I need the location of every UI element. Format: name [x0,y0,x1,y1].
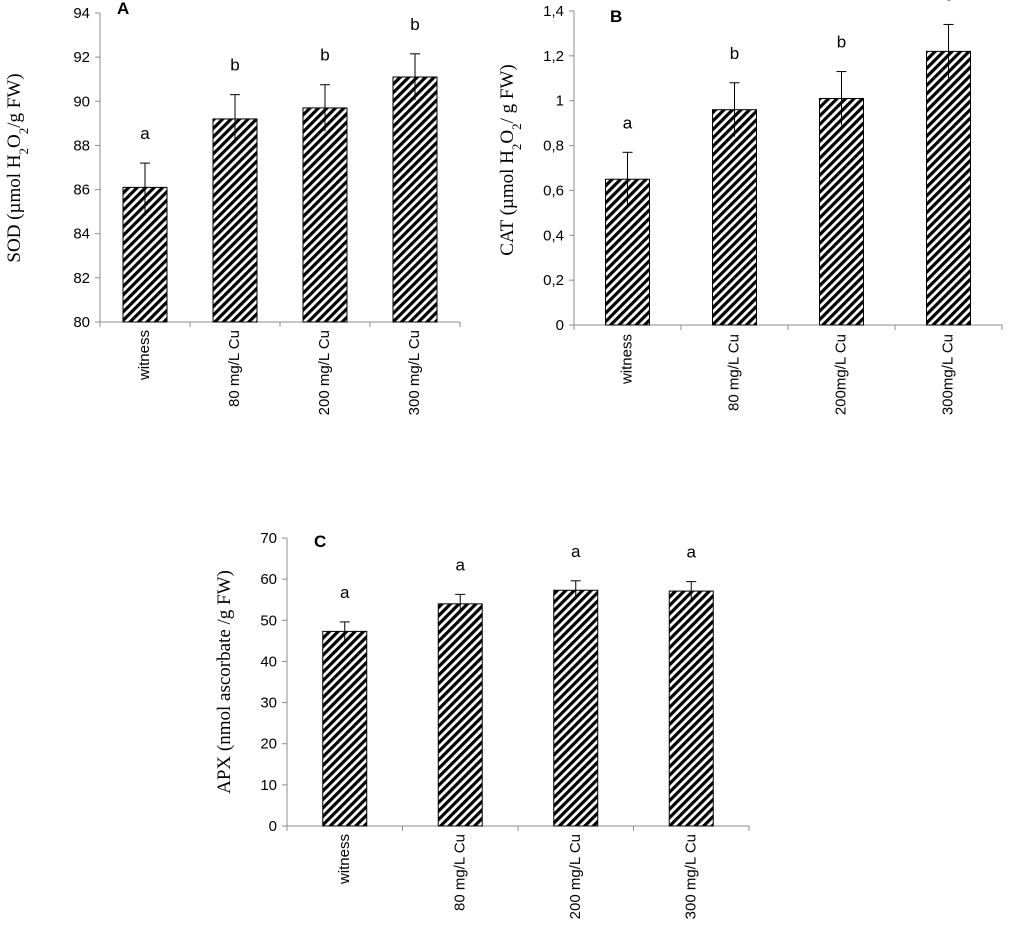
y-tick-label: 30 [260,695,277,712]
bar [212,118,258,323]
y-tick-label: 40 [260,653,277,670]
significance-label: c [944,0,953,4]
bar [322,630,368,827]
y-tick-label: 0,8 [543,138,564,155]
category-label: 200 mg/L Cu [316,330,333,415]
panel-label: A [117,0,129,18]
bar [926,50,971,326]
significance-label: a [340,583,350,602]
y-tick-label: 10 [260,777,277,794]
category-label: witness [136,330,153,381]
panel-label: B [610,7,622,26]
bar [819,97,864,326]
category-label: 200mg/L Cu [833,334,850,415]
significance-label: a [571,542,581,561]
bar [553,589,599,827]
bar [712,109,757,326]
significance-label: b [837,33,846,52]
significance-label: b [230,56,239,75]
y-tick-label: 0 [269,818,277,835]
y-tick-label: 1,2 [543,48,564,65]
chart-panel-b: 0 0,2 0,4 0,6 0,8 1 1,2 1,4 a witness b 80 mg/L Cu b… [497,0,1003,415]
y-tick-label: 88 [73,137,90,154]
category-label: 300 mg/L Cu [682,834,699,919]
y-tick-label: 0,4 [543,227,564,244]
significance-label: b [320,46,329,65]
category-label: 300mg/L Cu [940,334,957,415]
y-tick-label: 86 [73,182,90,199]
y-tick-label: 92 [73,49,90,66]
category-label: witness [619,334,636,385]
bar [392,76,438,323]
y-tick-label: 1 [556,93,564,110]
significance-label: a [687,543,697,562]
category-label: 200 mg/L Cu [567,834,584,919]
category-label: 80 mg/L Cu [726,334,743,411]
category-label: witness [336,834,353,885]
y-tick-label: 0 [556,317,564,334]
y-tick-label: 50 [260,612,277,629]
y-tick-label: 60 [260,571,277,588]
category-label: 80 mg/L Cu [226,330,243,407]
bar [437,603,483,827]
significance-label: a [456,555,466,574]
significance-label: a [623,113,633,132]
significance-label: b [410,15,419,34]
y-tick-label: 82 [73,270,90,287]
category-label: 80 mg/L Cu [451,834,468,911]
y-axis-title: APX (nmol ascorbate /g FW) [214,570,235,794]
y-tick-label: 20 [260,736,277,753]
y-tick-label: 90 [73,93,90,110]
y-tick-label: 84 [73,226,90,243]
category-label: 300 mg/L Cu [406,330,423,415]
y-tick-label: 94 [73,5,90,22]
y-tick-label: 80 [73,314,90,331]
panel-label: C [314,532,326,551]
significance-label: b [730,44,739,63]
chart-panel-c: 0 10 20 30 40 50 60 70 a witness a 80 mg/L Cu a 200 m… [214,530,750,919]
y-tick-label: 0,6 [543,182,564,199]
y-tick-label: 1,4 [543,3,564,20]
significance-label: a [140,124,150,143]
chart-panel-a: 80 82 84 86 88 90 92 94 a witness b 80 mg/L Cu b 200 … [4,0,461,415]
y-tick-label: 0,2 [543,272,564,289]
y-tick-label: 70 [260,530,277,547]
bar [668,590,714,827]
y-axis-title: SOD (µmol H2O2/g FW) [4,73,31,262]
bar [302,107,348,323]
y-axis-title: CAT (µmol H2O2/ g FW) [497,64,524,255]
